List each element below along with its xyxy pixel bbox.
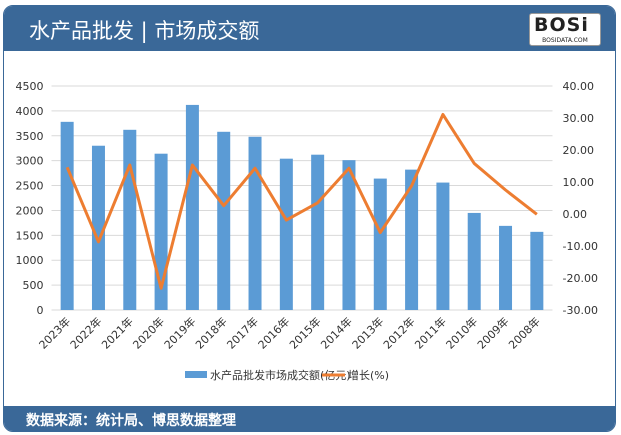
y-right-tick-label: 20.00 — [563, 144, 595, 157]
logo-subtext: BOSIDATA.COM — [542, 37, 588, 44]
legend-label-line: 增长(%) — [348, 368, 389, 382]
bar — [60, 121, 74, 310]
x-tick-label: 2018年 — [192, 314, 229, 351]
y-left-tick-label: 2000 — [16, 204, 44, 217]
bosi-logo: BOSi BOSIDATA.COM — [529, 13, 601, 46]
x-tick-label: 2015年 — [286, 314, 323, 351]
x-tick-label: 2013年 — [349, 314, 386, 351]
x-tick-label: 2010年 — [443, 314, 480, 351]
y-left-tick-label: 500 — [23, 279, 44, 292]
bar — [311, 154, 325, 310]
logo-text: BOSi — [534, 14, 589, 36]
bar — [499, 225, 513, 310]
y-left-tick-label: 0 — [37, 304, 44, 317]
x-tick-label: 2019年 — [161, 314, 198, 351]
bar — [91, 145, 105, 310]
y-left-tick-label: 1500 — [16, 229, 44, 242]
chart-frame: 水产品批发 | 市场成交额 BOSi BOSIDATA.COM 数据来源：统计局… — [3, 5, 616, 432]
y-left-tick-label: 2500 — [16, 180, 44, 193]
x-tick-label: 2009年 — [474, 314, 511, 351]
x-tick-label: 2014年 — [318, 314, 355, 351]
footer-bar: 数据来源：统计局、博思数据整理 — [4, 406, 615, 431]
x-tick-label: 2012年 — [380, 314, 417, 351]
growth-line — [65, 112, 538, 290]
y-left-tick-label: 4000 — [16, 105, 44, 118]
x-tick-label: 2021年 — [98, 314, 135, 351]
x-tick-label: 2008年 — [505, 314, 542, 351]
bar — [436, 182, 450, 310]
y-left-tick-label: 3000 — [16, 155, 44, 168]
x-tick-label: 2022年 — [67, 314, 104, 351]
bar — [467, 212, 481, 310]
y-right-tick-label: -30.00 — [563, 304, 598, 317]
x-tick-label: 2017年 — [224, 314, 261, 351]
x-tick-label: 2023年 — [36, 314, 73, 351]
bar — [185, 104, 199, 310]
header-bar: 水产品批发 | 市场成交额 BOSi BOSIDATA.COM — [4, 6, 615, 51]
y-right-tick-label: 10.00 — [563, 176, 595, 189]
growth-line-path — [65, 112, 538, 290]
y-right-tick-label: 30.00 — [563, 112, 595, 125]
chart-title: 水产品批发 | 市场成交额 — [29, 19, 260, 43]
bar — [279, 158, 293, 310]
y-left-tick-label: 4500 — [16, 80, 44, 93]
bar — [405, 169, 419, 310]
bar — [530, 231, 544, 310]
y-right-tick-label: -10.00 — [563, 240, 598, 253]
legend: 水产品批发市场成交额(亿元) 增长(%) — [185, 368, 389, 382]
legend-swatch-bar — [185, 371, 207, 378]
x-tick-label: 2016年 — [255, 314, 292, 351]
legend-label-bar: 水产品批发市场成交额(亿元) — [210, 368, 351, 382]
bar — [217, 131, 231, 310]
bar — [342, 160, 356, 310]
y-right-tick-label: 0.00 — [563, 208, 588, 221]
bar — [248, 136, 262, 310]
x-tick-label: 2011年 — [412, 314, 449, 351]
x-tick-label: 2020年 — [130, 314, 167, 351]
y-left-tick-label: 1000 — [16, 254, 44, 267]
data-source: 数据来源：统计局、博思数据整理 — [26, 413, 236, 429]
bar — [373, 178, 387, 310]
y-left-tick-label: 3500 — [16, 130, 44, 143]
y-right-tick-label: 40.00 — [563, 80, 595, 93]
y-right-tick-label: -20.00 — [563, 272, 598, 285]
bar — [123, 129, 137, 310]
